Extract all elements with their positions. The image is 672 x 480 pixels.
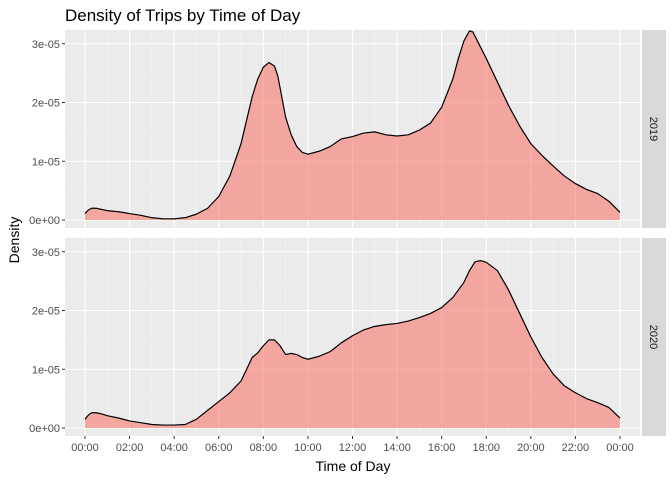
y-tick-label: 3e-05 [32,39,60,51]
x-tick-label: 00:00 [606,442,634,454]
y-tick-label: 2e-05 [32,306,60,318]
y-tick-label: 1e-05 [32,156,60,168]
x-tick-label: 20:00 [517,442,545,454]
y-tick-label: 0e+00 [29,423,60,435]
y-axis-title: Density [6,217,22,264]
x-axis-title: Time of Day [316,458,391,474]
x-tick-label: 04:00 [160,442,188,454]
density-area-2019 [85,30,620,220]
x-tick-label: 14:00 [383,442,411,454]
density-area-2020 [85,260,620,428]
x-tick-label: 10:00 [294,442,322,454]
facet-panel-2020: 0e+00 1e-05 2e-05 3e-05 2020 00:00 02:00 04:00 0… [29,238,666,454]
density-line-2020 [84,259,621,426]
y-tick-label: 0e+00 [29,215,60,227]
x-tick-label: 06:00 [205,442,233,454]
facet-panel-2019: 0e+00 1e-05 2e-05 3e-05 2019 [29,30,666,228]
y-tick-label: 2e-05 [32,98,60,110]
density-line-2019 [84,30,621,220]
chart-title: Density of Trips by Time of Day [65,6,301,25]
facet-panels: 0e+00 1e-05 2e-05 3e-05 2019 0e+00 1e-05 2e-05 3… [29,30,666,454]
facet-strip [642,238,666,436]
x-tick-label: 12:00 [339,442,367,454]
y-tick-label: 1e-05 [32,364,60,376]
facet-strip-label: 2020 [647,325,659,349]
facet-strip-label: 2019 [647,117,659,141]
x-tick-label: 02:00 [116,442,144,454]
x-tick-label: 18:00 [472,442,500,454]
facet-strip [642,30,666,228]
y-tick-label: 3e-05 [32,247,60,259]
x-tick-label: 16:00 [428,442,456,454]
x-tick-label: 08:00 [250,442,278,454]
x-tick-label: 00:00 [71,442,99,454]
x-tick-label: 22:00 [562,442,590,454]
